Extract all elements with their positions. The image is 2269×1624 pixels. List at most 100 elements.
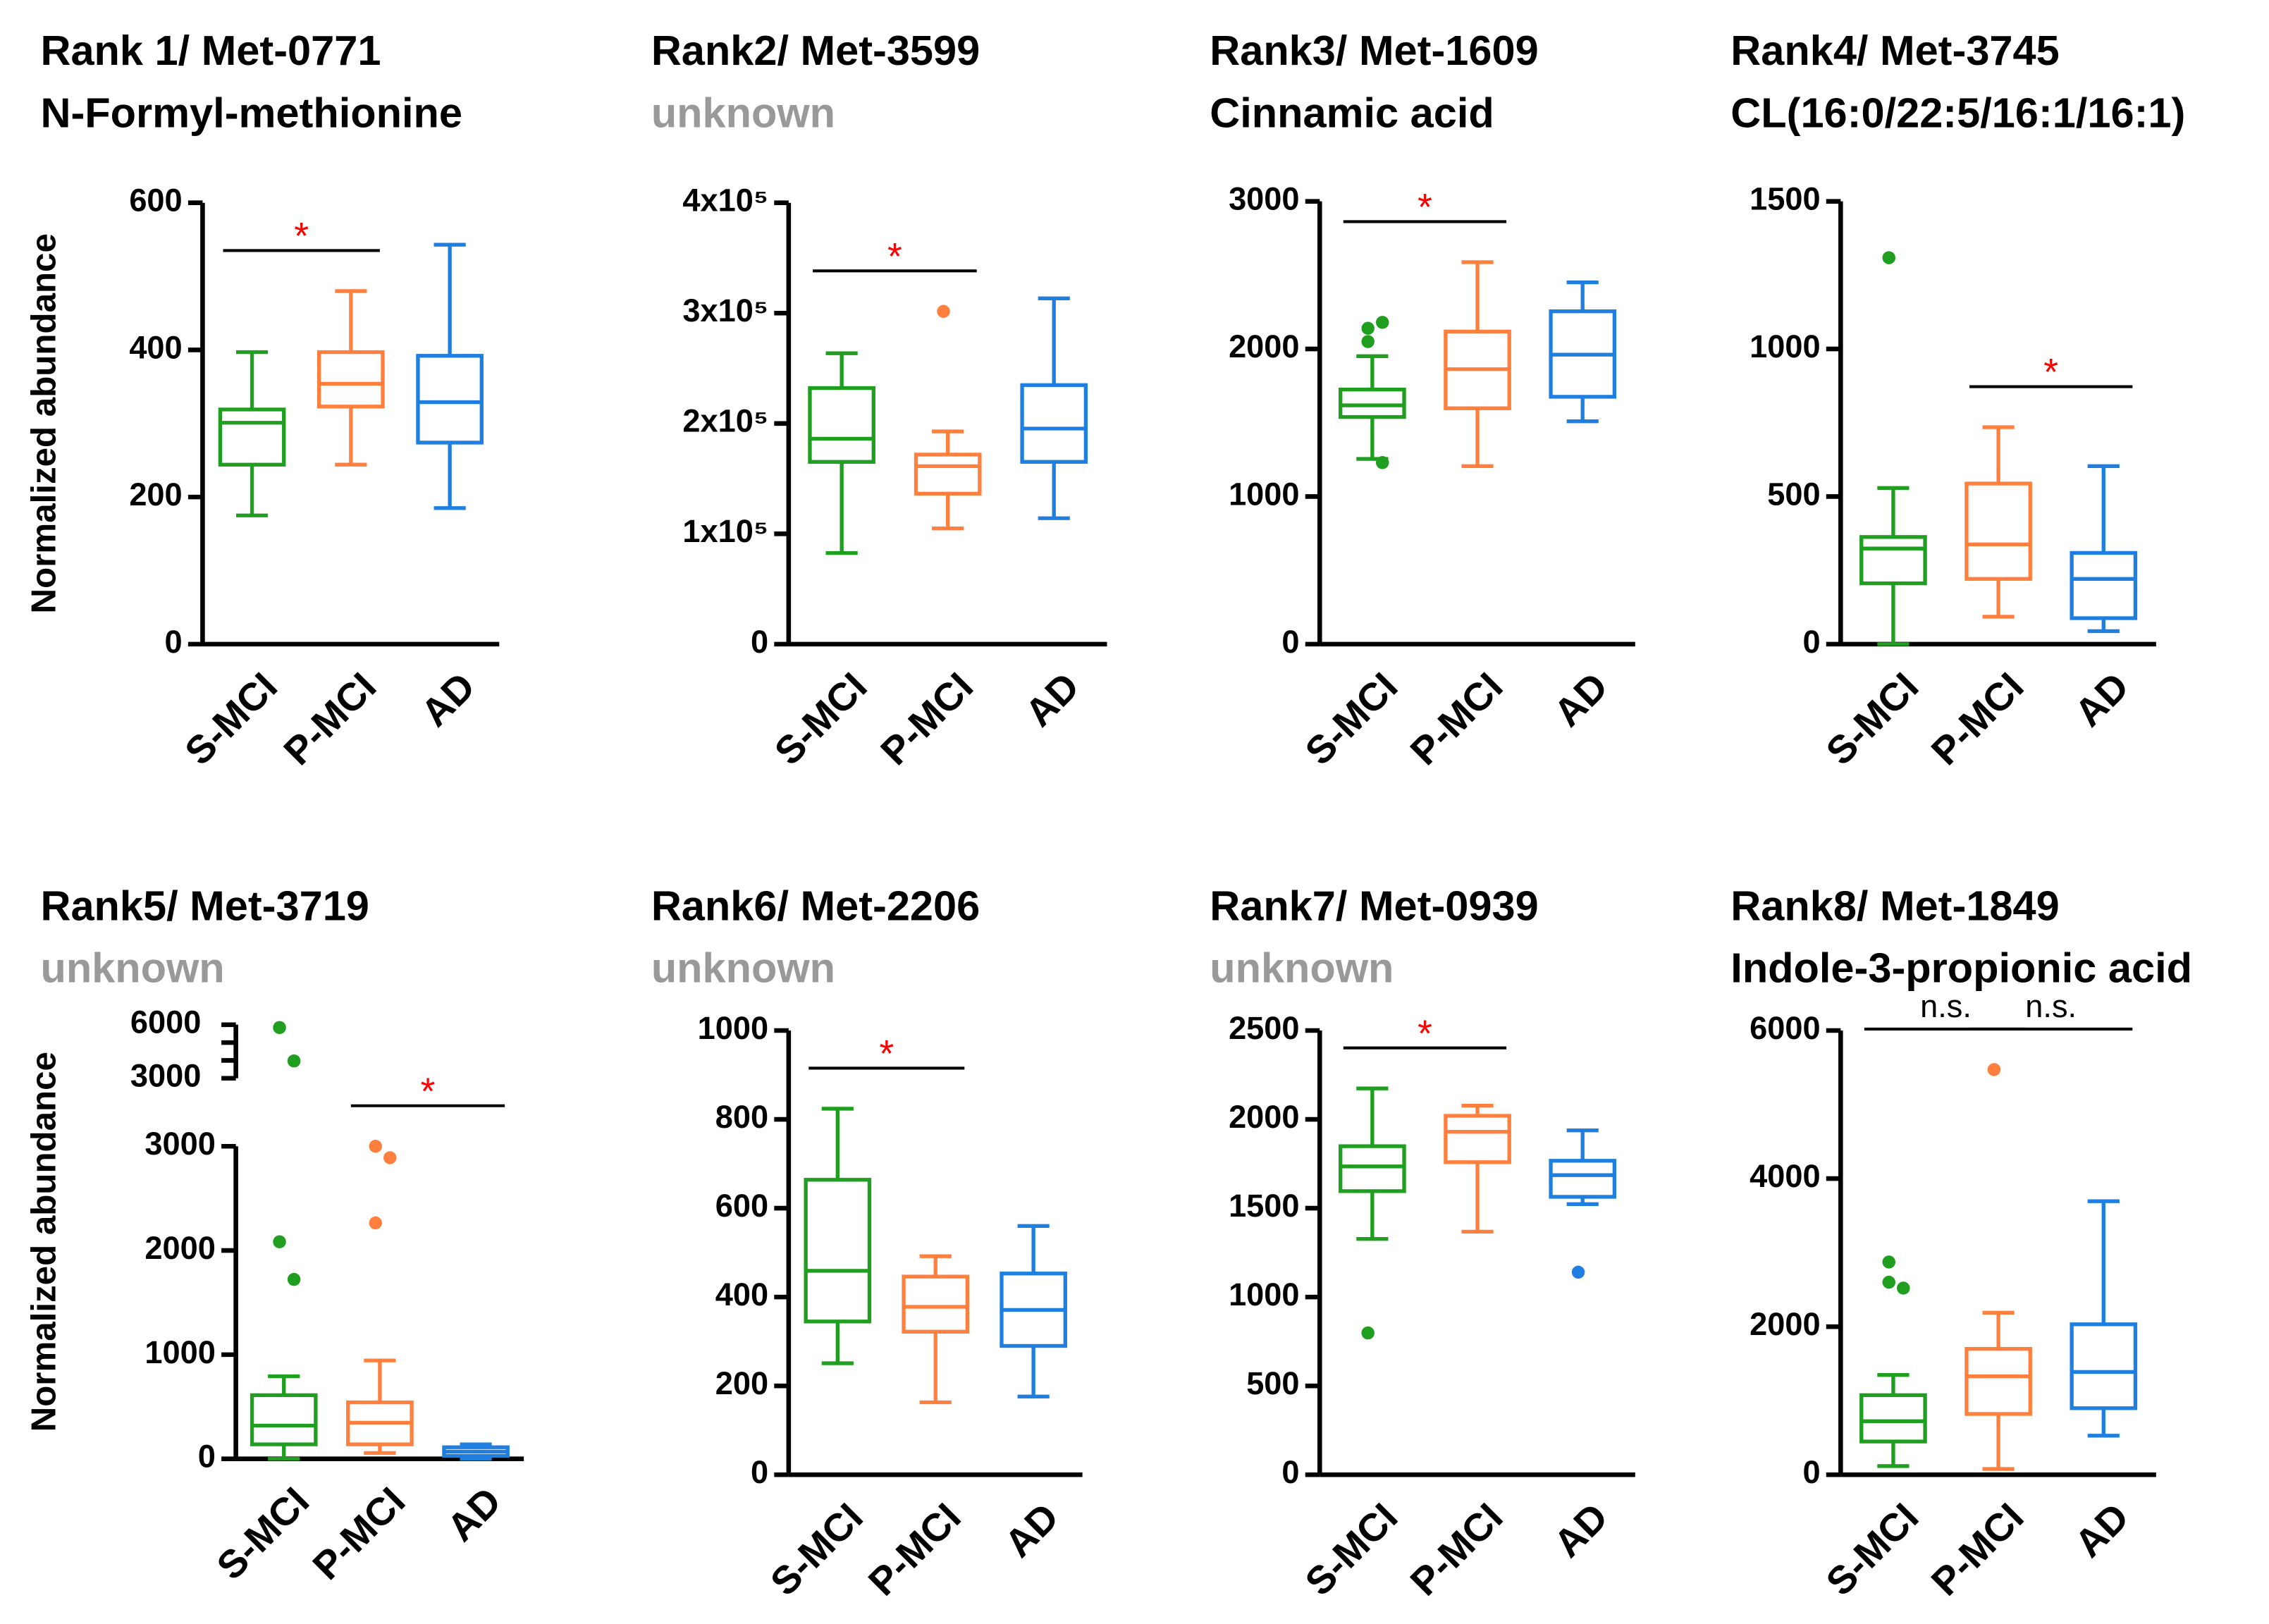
- outlier: [1882, 251, 1896, 264]
- y-tick-label: 1000: [1750, 328, 1820, 364]
- outlier: [273, 1021, 286, 1035]
- x-tick-label: S-MCI: [1818, 1495, 1927, 1604]
- y-tick-label: 200: [715, 1365, 768, 1401]
- box: [416, 354, 484, 445]
- significance-label: *: [294, 216, 309, 257]
- significance-label: *: [421, 1071, 436, 1112]
- outlier: [1571, 1265, 1585, 1279]
- panel-title: Rank2/ Met-3599: [651, 27, 980, 74]
- y-tick-label: 0: [1281, 624, 1299, 660]
- y-tick-label: 1000: [698, 1010, 768, 1046]
- box: [1964, 481, 2032, 581]
- y-tick-label: 2000: [1229, 1099, 1299, 1135]
- x-tick-label: AD: [2066, 1495, 2136, 1565]
- significance-label: *: [879, 1033, 894, 1075]
- panel: Rank7/ Met-0939 unknown 0 500 1000 1500 2000 25…: [1210, 882, 1635, 1604]
- panel: Rank5/ Met-3719 unknown Normalized abundan…: [25, 882, 524, 1588]
- panel: Rank3/ Met-1609 Cinnamic acid 0 1000 2000 300…: [1210, 27, 1635, 773]
- y-tick-label: 0: [198, 1439, 216, 1475]
- y-tick-label: 4000: [1750, 1158, 1820, 1194]
- significance-label: *: [887, 236, 902, 278]
- y-tick-label: 0: [751, 1454, 768, 1490]
- outlier: [287, 1272, 301, 1286]
- x-tick-label: P-MCI: [1923, 664, 2032, 773]
- box: [1020, 383, 1088, 464]
- significance-label: n.s.: [2025, 988, 2077, 1024]
- box: [250, 1393, 318, 1446]
- y-tick-label: 500: [1246, 1365, 1299, 1401]
- box: [1549, 1159, 1617, 1199]
- significance-label: *: [1418, 1013, 1432, 1054]
- box: [2070, 1322, 2138, 1410]
- box: [1339, 1144, 1406, 1193]
- y-tick-label: 2000: [144, 1230, 215, 1266]
- x-tick-label: P-MCI: [860, 1495, 969, 1604]
- y-tick-label: 2000: [1229, 328, 1299, 364]
- box: [1339, 387, 1406, 419]
- outlier: [369, 1216, 382, 1230]
- x-tick-label: S-MCI: [762, 1495, 871, 1604]
- y-tick-label: 2x10⁵: [682, 403, 768, 439]
- panel-subtitle: Indole-3-propionic acid: [1730, 945, 2192, 992]
- y-tick-label: 600: [129, 183, 182, 219]
- box: [1964, 1347, 2032, 1416]
- outlier: [1882, 1255, 1896, 1269]
- x-tick-label: P-MCI: [1923, 1495, 2032, 1604]
- x-tick-label: P-MCI: [872, 664, 981, 773]
- significance-label: *: [1418, 187, 1432, 228]
- x-tick-label: S-MCI: [1297, 1495, 1406, 1604]
- y-tick-label: 1500: [1229, 1188, 1299, 1224]
- x-tick-label: P-MCI: [1402, 1495, 1511, 1604]
- y-tick-label: 6000: [1750, 1010, 1820, 1046]
- y-tick-label: 400: [129, 329, 182, 365]
- y-tick-label: 0: [751, 624, 768, 660]
- panel: Rank4/ Met-3745 CL(16:0/22:5/16:1/16:1) 0 5…: [1730, 27, 2185, 773]
- box: [902, 1274, 970, 1334]
- y-axis-label: Normalized abundance: [25, 1052, 63, 1432]
- outlier: [1987, 1063, 2001, 1076]
- box: [317, 350, 385, 409]
- box: [808, 386, 875, 464]
- panel-title: Rank7/ Met-0939: [1210, 882, 1538, 929]
- outlier: [287, 1054, 301, 1068]
- significance-label: *: [2043, 352, 2058, 393]
- x-tick-label: AD: [1016, 664, 1087, 734]
- x-tick-label: P-MCI: [276, 664, 385, 773]
- panel-title: Rank5/ Met-3719: [40, 882, 369, 929]
- panel: Rank2/ Met-3599 unknown 0 1x10⁵ 2x10⁵ 3x10⁵ 4x…: [651, 27, 1107, 773]
- panel-subtitle: Cinnamic acid: [1210, 89, 1494, 136]
- outlier: [1375, 316, 1389, 329]
- panel-title: Rank 1/ Met-0771: [40, 27, 381, 74]
- panel-title: Rank3/ Met-1609: [1210, 27, 1538, 74]
- box: [1444, 1114, 1511, 1164]
- box: [914, 453, 982, 496]
- x-tick-label: P-MCI: [305, 1479, 414, 1588]
- y-tick-label: 400: [715, 1277, 768, 1312]
- x-tick-label: S-MCI: [1818, 664, 1927, 773]
- y-tick-label: 4x10⁵: [682, 183, 768, 219]
- outlier: [369, 1139, 382, 1153]
- panel-subtitle: unknown: [651, 945, 835, 992]
- outlier: [273, 1235, 286, 1249]
- y-tick-label: 3x10⁵: [682, 293, 768, 328]
- y-tick-label: 0: [1281, 1454, 1299, 1490]
- panel-title: Rank6/ Met-2206: [651, 882, 980, 929]
- x-tick-label: AD: [1545, 1495, 1616, 1565]
- panel: Rank8/ Met-1849 Indole-3-propionic acid 0 2…: [1730, 882, 2192, 1604]
- panel: Rank 1/ Met-0771 N-Formyl-methionine Norma…: [25, 27, 500, 773]
- outlier: [1882, 1275, 1896, 1289]
- x-tick-label: AD: [1545, 664, 1616, 734]
- y-tick-label: 6000: [130, 1004, 201, 1040]
- box: [1859, 1393, 1927, 1444]
- y-tick-label: 1000: [144, 1334, 215, 1370]
- y-tick-label: 200: [129, 476, 182, 512]
- x-tick-label: S-MCI: [1297, 664, 1406, 773]
- y-tick-label: 3000: [130, 1058, 201, 1094]
- y-tick-label: 1000: [1229, 476, 1299, 512]
- panel: Rank6/ Met-2206 unknown 0 200 400 600 800 1000 S…: [651, 882, 1083, 1604]
- y-tick-label: 0: [165, 624, 183, 660]
- y-tick-label: 0: [1802, 624, 1820, 660]
- outlier: [1361, 321, 1375, 335]
- x-tick-label: S-MCI: [208, 1479, 317, 1588]
